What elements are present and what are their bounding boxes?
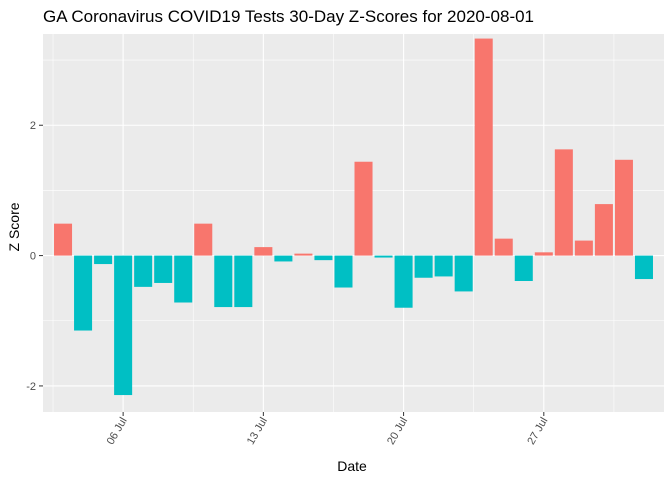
bar: [334, 255, 353, 288]
bar: [434, 255, 453, 277]
y-tick-label: 2: [30, 120, 36, 132]
bar: [594, 204, 613, 256]
bar: [354, 161, 373, 256]
bar: [614, 159, 633, 256]
bar: [494, 238, 513, 256]
bar: [314, 255, 333, 261]
y-axis-title: Z Score: [6, 202, 22, 251]
bar: [474, 38, 493, 256]
bar: [414, 255, 433, 278]
bar: [234, 255, 253, 308]
bar: [294, 253, 313, 256]
bar: [174, 255, 193, 303]
x-tick-label: 20 Jul: [385, 416, 410, 447]
x-axis: 06 Jul 13 Jul 20 Jul 27 Jul: [105, 412, 550, 447]
bar: [94, 255, 113, 265]
bar: [214, 255, 233, 308]
bar: [134, 255, 153, 287]
bar: [574, 240, 593, 256]
chart-title: GA Coronavirus COVID19 Tests 30-Day Z-Sc…: [43, 7, 534, 26]
bar: [374, 255, 393, 258]
bar: [554, 149, 573, 256]
bar: [54, 223, 73, 256]
y-axis: -2 0 2: [26, 120, 43, 393]
bar: [634, 255, 653, 280]
bar: [454, 255, 473, 292]
bar: [194, 223, 213, 256]
bar: [114, 255, 133, 396]
x-tick-label: 13 Jul: [245, 416, 270, 447]
x-tick-label: 06 Jul: [105, 416, 130, 447]
bar: [394, 255, 413, 308]
y-tick-label: -2: [26, 381, 36, 393]
x-tick-label: 27 Jul: [525, 416, 550, 447]
bar: [514, 255, 533, 282]
bars: [54, 38, 653, 396]
bar: [274, 255, 293, 262]
y-tick-label: 0: [30, 251, 36, 263]
bar: [254, 247, 273, 256]
bar: [74, 255, 93, 331]
bar: [534, 252, 553, 256]
bar: [154, 255, 173, 283]
x-axis-title: Date: [337, 458, 367, 474]
